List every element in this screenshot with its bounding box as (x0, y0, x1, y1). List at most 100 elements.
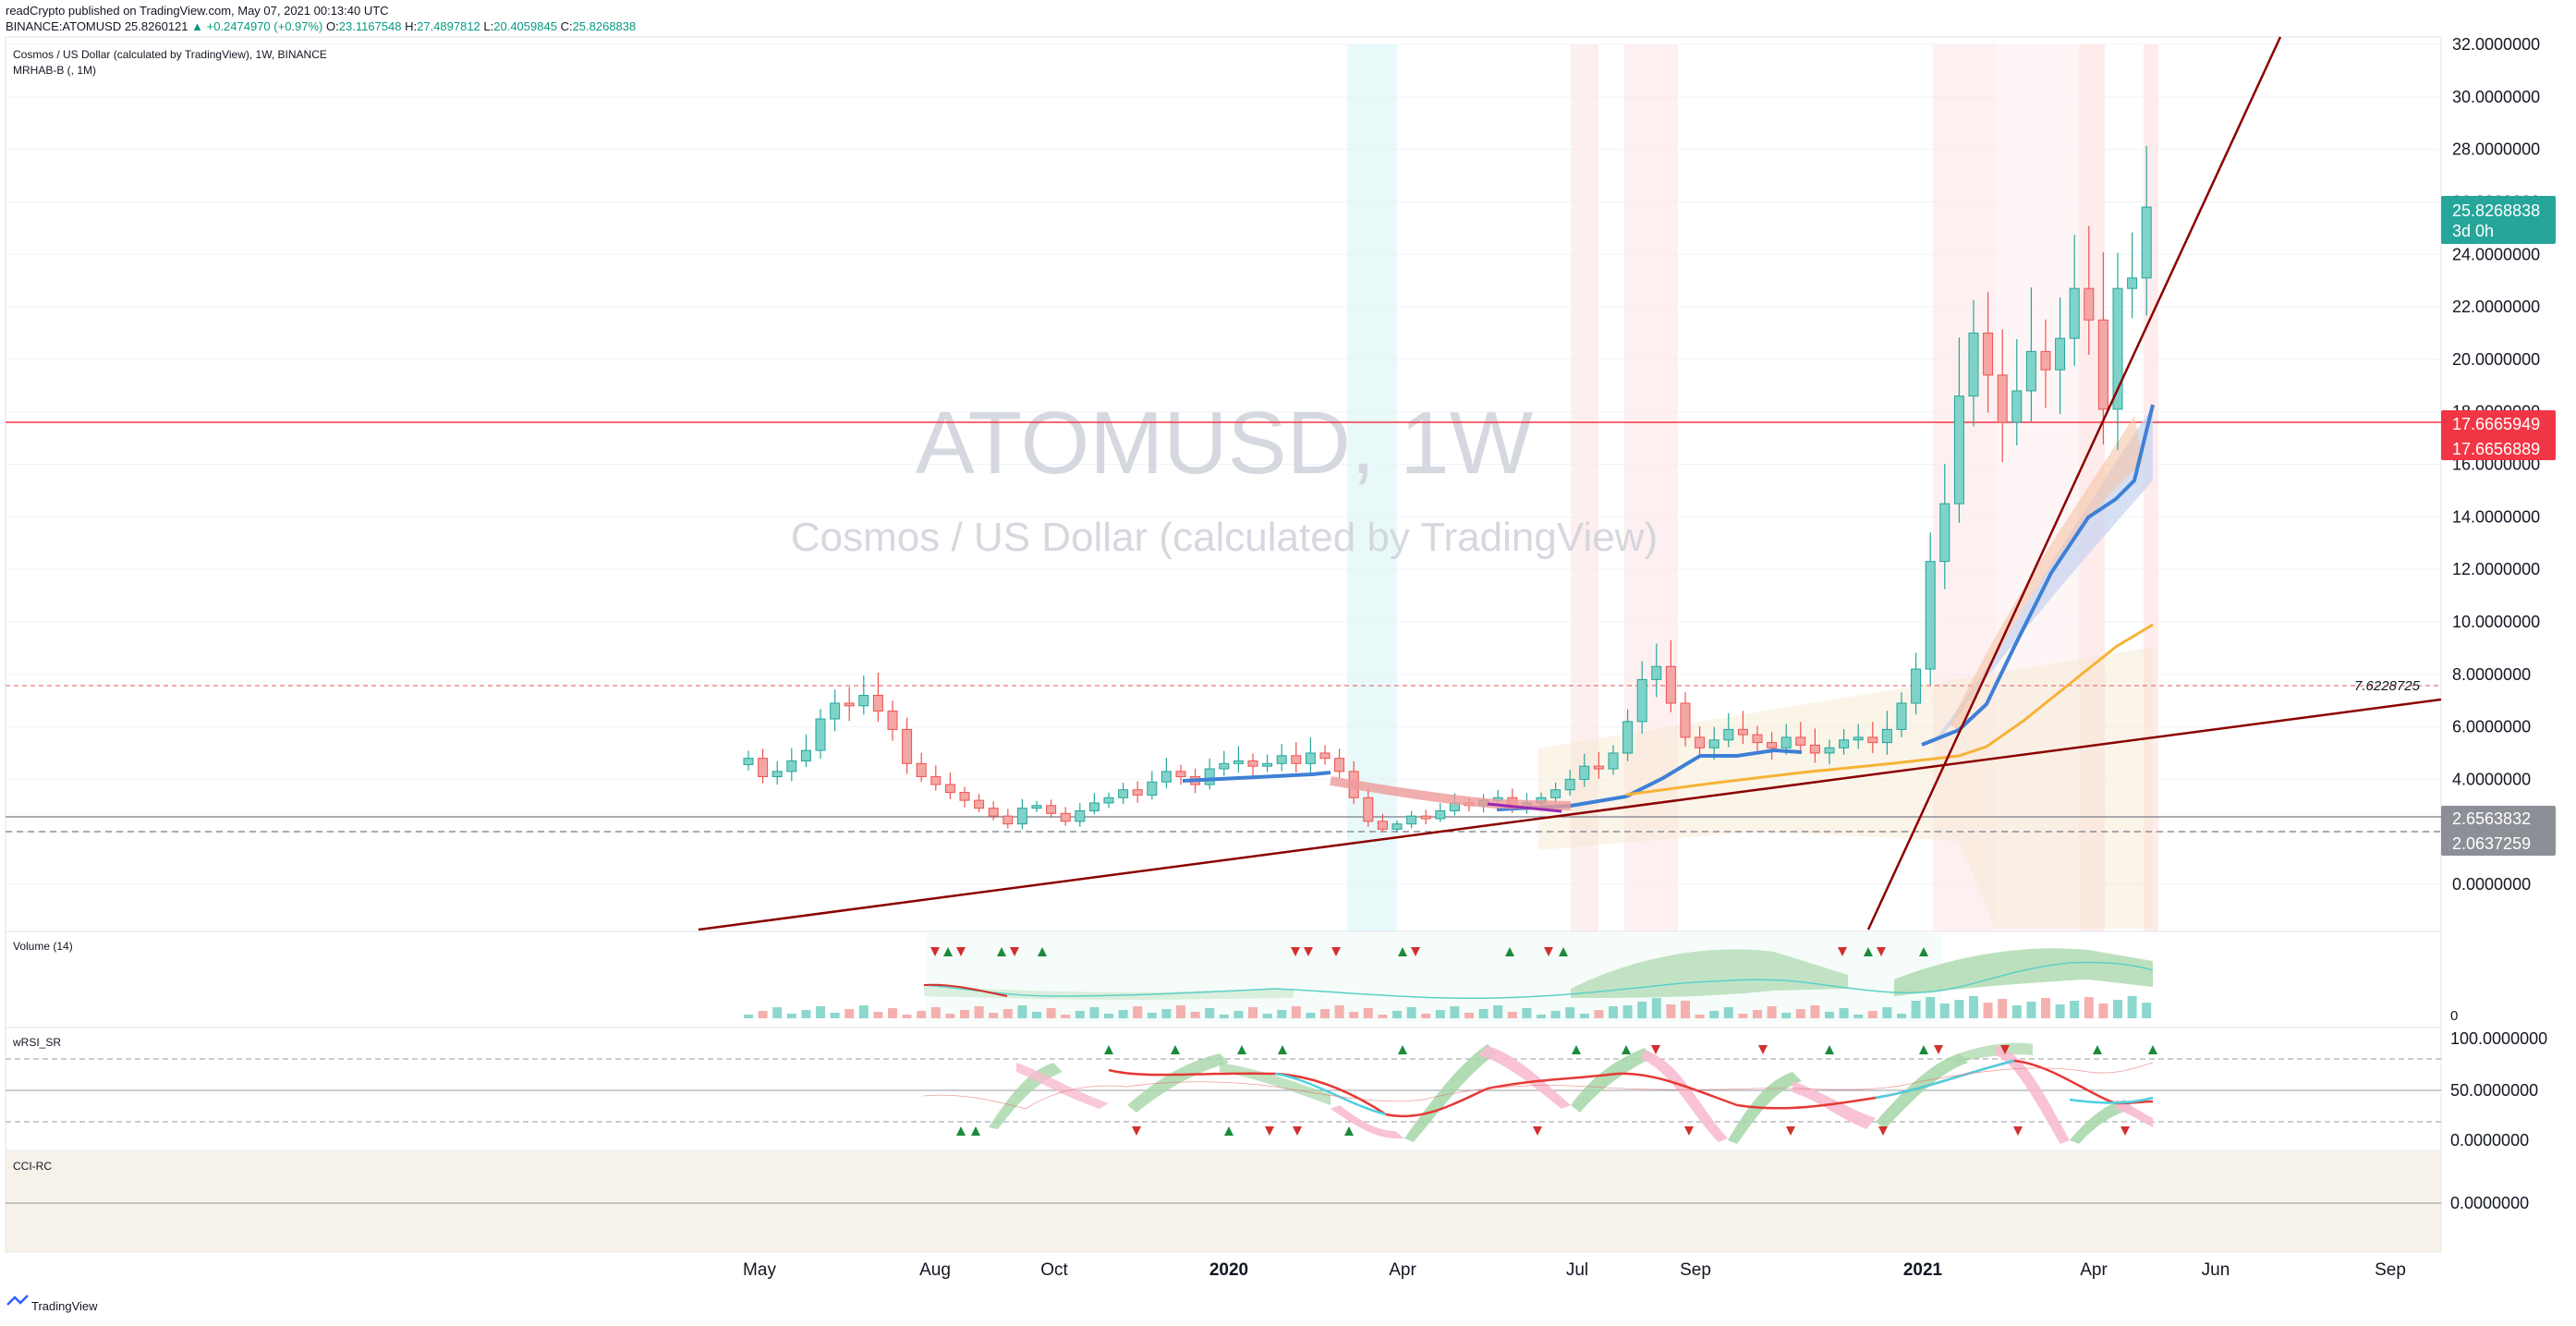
volume-bar (1651, 998, 1661, 1018)
buy-signal-icon (1224, 1126, 1233, 1136)
candle-body (743, 758, 754, 765)
volume-bar (1450, 1006, 1460, 1018)
volume-bar (1839, 1008, 1849, 1018)
volume-pane-label: Volume (14) (13, 940, 73, 953)
sell-signal-icon (1877, 947, 1886, 956)
volume-bar (930, 1007, 941, 1018)
candle-body (1953, 395, 1964, 505)
price-tick-label: 12.0000000 (2452, 560, 2540, 578)
beige-band (1538, 647, 2153, 929)
volume-bar (888, 1008, 897, 1018)
volume-bar (1032, 1012, 1041, 1018)
candle-body (2040, 350, 2051, 371)
volume-bar (1478, 1009, 1488, 1018)
rising-trendline (698, 698, 2442, 931)
buy-signal-icon (1171, 1045, 1180, 1054)
wrsi-cyan-line-2 (1875, 1059, 2154, 1104)
pink-cloud-line (1330, 776, 1572, 810)
price-change: ▲ +0.2474970 (+0.97%) (191, 19, 323, 33)
volume-bar (830, 1013, 840, 1018)
volume-bar (2084, 997, 2094, 1018)
sell-signal-icon (1684, 1126, 1694, 1136)
red-price-tag-2: 17.6656889 (2452, 440, 2540, 458)
buy-signal-icon (1278, 1045, 1287, 1054)
volume-bar (902, 1015, 912, 1018)
pink-zone-4 (1996, 44, 2079, 931)
buy-signal-icon (1398, 1045, 1407, 1054)
time-tick-label: May (743, 1260, 776, 1280)
candle-body (1132, 789, 1143, 796)
buy-signal-icon (1559, 947, 1568, 956)
volume-bar (2127, 996, 2137, 1018)
volume-bar (1537, 1015, 1546, 1018)
candle-body (1046, 805, 1057, 814)
buy-signal-icon (2093, 1045, 2102, 1054)
candle-body (1881, 728, 1892, 744)
candle-body (2055, 337, 2066, 371)
price-axis[interactable]: 32.000000030.000000028.000000026.0000000… (2452, 35, 2540, 894)
buy-signal-icon (1104, 1045, 1113, 1054)
volume-bar (1565, 1007, 1575, 1018)
volume-bar (1075, 1011, 1085, 1018)
volume-red-line (923, 983, 1008, 997)
volume-bar (2041, 998, 2050, 1018)
candle-body (772, 771, 783, 778)
buy-signal-icon (1344, 1126, 1354, 1136)
volume-bar (1435, 1010, 1445, 1018)
volume-bar (1464, 1013, 1474, 1018)
candle-body (858, 694, 869, 707)
red-price-tag (2441, 410, 2556, 460)
volume-bar (945, 1014, 955, 1018)
candle-body (1420, 815, 1431, 820)
last-price-tag-value: 25.8268838 (2452, 201, 2540, 220)
time-tick-label: Jul (1566, 1260, 1588, 1280)
time-tick-label: 2021 (1903, 1260, 1943, 1280)
volume-bar (1248, 1007, 1258, 1018)
candle-body (1997, 374, 2008, 423)
volume-bar (1709, 1011, 1719, 1018)
volume-bar (1421, 1014, 1431, 1018)
sell-signal-icon (1304, 947, 1313, 956)
candle-body (872, 694, 883, 712)
open-value: 23.1167548 (338, 19, 402, 33)
open-label: O: (326, 19, 339, 33)
sell-signal-icon (2120, 1126, 2130, 1136)
volume-bar (1017, 1005, 1027, 1018)
volume-bar (1233, 1011, 1244, 1018)
wrsi-tick-0: 0.0000000 (2450, 1131, 2529, 1150)
volume-bar (1118, 1010, 1128, 1018)
volume-bar (1306, 1013, 1316, 1018)
time-tick-label: Oct (1040, 1260, 1068, 1280)
buy-signal-icon (956, 1126, 966, 1136)
close-value: 25.8268838 (572, 19, 637, 33)
volume-bar (989, 1013, 999, 1018)
volume-bar (1320, 1009, 1330, 1018)
wrsi-thin-line (923, 1062, 2154, 1110)
candle-body (1651, 665, 1662, 680)
candle-body (1939, 503, 1950, 563)
volume-bar (2113, 1000, 2122, 1018)
price-tick-label: 6.0000000 (2452, 718, 2531, 736)
time-tick-label: Sep (2375, 1260, 2406, 1280)
wrsi-red-line (1108, 1059, 2154, 1118)
volume-bar (1089, 1007, 1100, 1018)
volume-bar (1349, 1012, 1359, 1018)
candle-body (2112, 287, 2123, 410)
candle-body (830, 702, 841, 720)
volume-bar (801, 1010, 811, 1018)
candle-body (800, 749, 811, 761)
candle-body (1147, 781, 1158, 796)
volume-bar (1825, 1012, 1834, 1018)
close-label: C: (560, 19, 573, 33)
candle-body (1708, 739, 1719, 748)
volume-green-cloud-3 (924, 985, 1294, 1000)
price-tick-label: 4.0000000 (2452, 770, 2531, 788)
volume-bar (1983, 1003, 1993, 1018)
buy-signal-icon (1864, 947, 1873, 956)
volume-bar (1810, 1005, 1820, 1018)
gray-price-tag-1: 2.6563832 (2452, 809, 2531, 828)
volume-bar (974, 1006, 984, 1018)
time-axis[interactable]: May Aug Oct 2020 Apr Jul Sep 2021 Apr Jun Sep (743, 1260, 2406, 1280)
orange-band (1950, 416, 2144, 730)
